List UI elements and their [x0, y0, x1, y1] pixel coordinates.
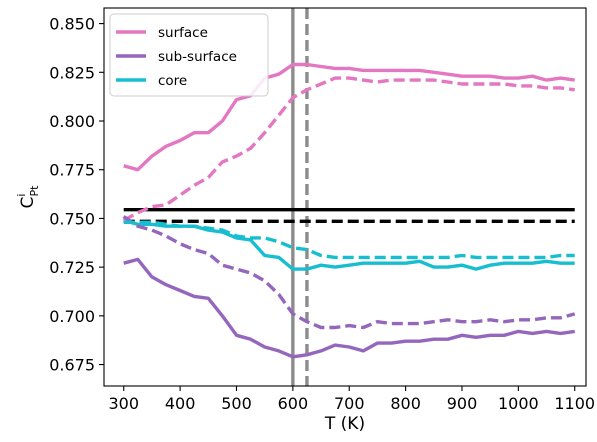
x-tick-label: 700 [334, 394, 365, 413]
series-line-core-solid [123, 218, 575, 271]
series-line-sub-surface-dashed [122, 215, 576, 330]
legend-label-core: core [158, 73, 187, 89]
reference-lines [123, 8, 575, 386]
legend-label-surface: surface [158, 25, 208, 41]
series-line-surface-dashed [122, 76, 575, 222]
x-tick-label: 1100 [554, 394, 595, 413]
plot-frame [103, 7, 587, 387]
series-line-surface-solid [123, 62, 575, 172]
y-tick-label: 0.725 [49, 258, 95, 277]
series-line-sub-surface-solid [123, 257, 575, 359]
y-tick-label: 0.675 [49, 356, 95, 375]
x-tick-label: 400 [165, 394, 196, 413]
y-axis: 0.675 0.700 0.725 0.750 0.775 0.800 0.825 0.850 [49, 15, 104, 375]
x-tick-label: 600 [278, 394, 309, 413]
legend: surface sub-surface core [109, 13, 269, 97]
y-tick-label: 0.700 [49, 307, 95, 326]
series-line-core-dashed [123, 220, 575, 260]
x-tick-label: 800 [390, 394, 421, 413]
y-axis-label: CiPt [15, 185, 41, 209]
x-tick-label: 500 [221, 394, 252, 413]
x-axis-label: T (K) [324, 414, 365, 434]
y-axis-label-sup: i [15, 194, 28, 197]
legend-label-sub-surface: sub-surface [158, 49, 237, 65]
series-lines [122, 62, 576, 359]
x-tick-label: 300 [108, 394, 139, 413]
y-tick-label: 0.825 [49, 63, 95, 82]
y-axis-label-base: C [18, 197, 38, 209]
x-axis: 300 400 500 600 700 800 900 1000 1100 [108, 386, 595, 413]
y-tick-label: 0.850 [49, 15, 95, 34]
y-tick-label: 0.800 [49, 112, 95, 131]
x-tick-label: 1000 [498, 394, 539, 413]
y-tick-label: 0.750 [49, 209, 95, 228]
legend-box [109, 13, 269, 97]
y-axis-label-sub: Pt [28, 185, 41, 197]
y-tick-label: 0.775 [49, 161, 95, 180]
x-tick-label: 900 [447, 394, 478, 413]
